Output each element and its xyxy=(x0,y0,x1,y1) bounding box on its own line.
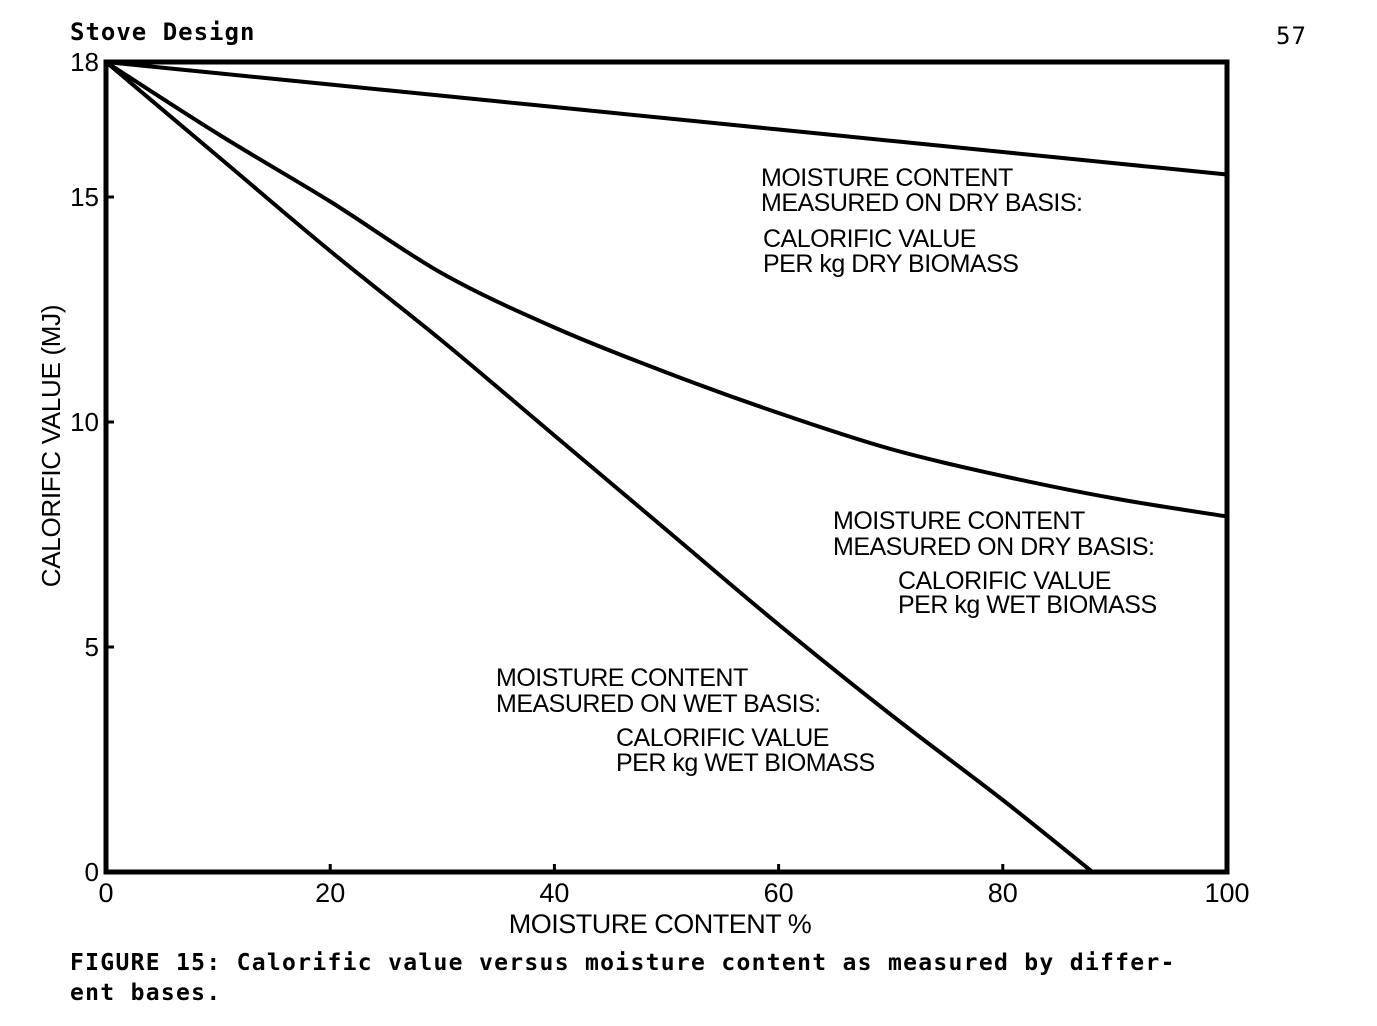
y-tick-label: 0 xyxy=(85,857,99,887)
x-tick-label: 60 xyxy=(764,878,794,908)
page-number: 57 xyxy=(1276,22,1307,50)
x-axis-label: MOISTURE CONTENT % xyxy=(509,909,812,939)
annotation-line: MOISTURE CONTENT xyxy=(761,164,1013,192)
plot-frame xyxy=(103,59,1230,875)
annotation-line: PER kg WET BIOMASS xyxy=(616,749,875,777)
x-tick-label: 80 xyxy=(988,878,1018,908)
x-tick-label: 100 xyxy=(1204,878,1249,908)
y-tick-label: 10 xyxy=(70,407,99,437)
y-axis-label: CALORIFIC VALUE (MJ) xyxy=(36,305,66,587)
x-tick-label: 0 xyxy=(98,878,113,908)
annotation-line: MOISTURE CONTENT xyxy=(496,664,748,692)
annotation-line: MEASURED ON DRY BASIS: xyxy=(833,533,1155,561)
annotation-line: CALORIFIC VALUE xyxy=(616,724,829,752)
section-title: Stove Design xyxy=(70,18,256,46)
annotation-line: CALORIFIC VALUE xyxy=(898,567,1111,595)
annotation-wet-basis-wet-biomass: MOISTURE CONTENT MEASURED ON WET BASIS: … xyxy=(496,664,875,777)
series-line-3 xyxy=(104,60,1095,874)
series-line-1 xyxy=(104,60,1229,177)
annotation-line: CALORIFIC VALUE xyxy=(763,225,976,253)
series-layer xyxy=(104,60,1229,874)
y-tick-label: 15 xyxy=(70,182,99,212)
annotation-line: MEASURED ON DRY BASIS: xyxy=(761,189,1083,217)
x-tick-label: 20 xyxy=(315,878,345,908)
caption-line: ent bases. xyxy=(70,980,222,1006)
annotation-line: MEASURED ON WET BASIS: xyxy=(496,690,821,718)
calorific-value-chart: 0 20 40 60 80 100 0 5 10 15 18 MOISTURE CONTENT %… xyxy=(36,47,1250,939)
annotation-line: MOISTURE CONTENT xyxy=(833,507,1085,535)
figure-caption: FIGURE 15: Calorific value versus moistu… xyxy=(70,948,1320,1008)
y-tick-label: 5 xyxy=(85,632,99,662)
caption-line: FIGURE 15: Calorific value versus moistu… xyxy=(70,950,1176,976)
x-tick-label: 40 xyxy=(539,878,569,908)
x-axis-ticks: 0 20 40 60 80 100 xyxy=(98,864,1250,908)
annotation-dry-basis-wet-biomass: MOISTURE CONTENT MEASURED ON DRY BASIS: … xyxy=(833,507,1157,619)
annotation-line: PER kg WET BIOMASS xyxy=(898,591,1157,619)
series-line-2 xyxy=(104,60,1229,519)
y-tick-label: 18 xyxy=(70,47,99,77)
annotation-line: PER kg DRY BIOMASS xyxy=(763,250,1018,278)
annotation-dry-basis-dry-biomass: MOISTURE CONTENT MEASURED ON DRY BASIS: … xyxy=(761,164,1083,278)
y-axis-ticks: 0 5 10 15 18 xyxy=(70,47,114,887)
